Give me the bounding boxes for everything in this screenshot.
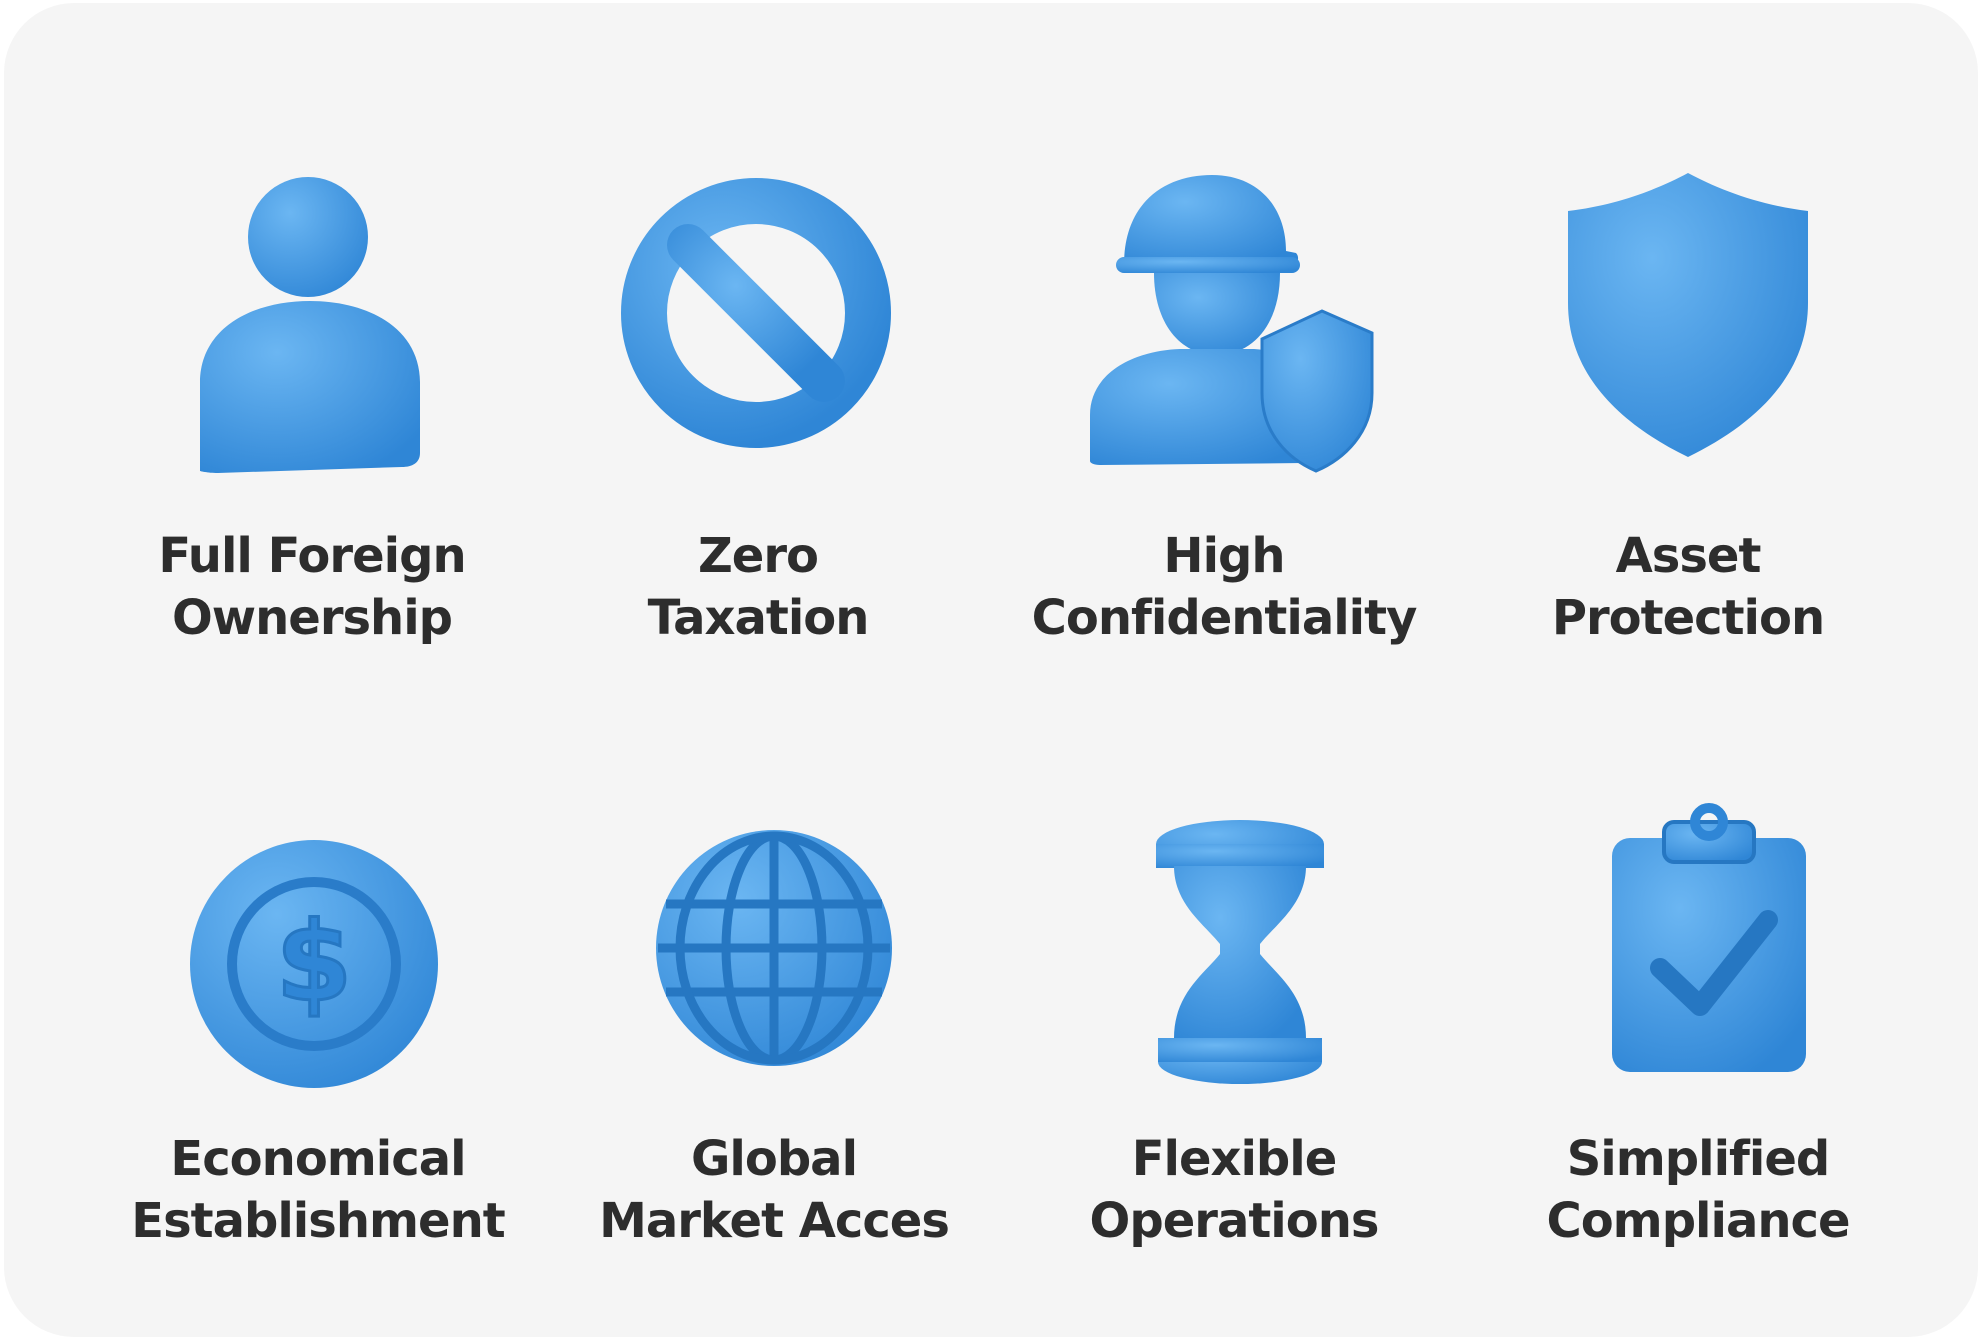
feature-asset-protection: Asset Protection	[1468, 153, 1908, 653]
feature-label-line1: Global	[690, 1131, 858, 1187]
feature-label-line1: Full Foreign	[158, 528, 466, 584]
hourglass-icon	[1156, 820, 1324, 1084]
prohibited-icon	[621, 178, 891, 448]
feature-zero-taxation: Zero Taxation	[538, 153, 978, 653]
feature-label-line2: Compliance	[1546, 1193, 1850, 1249]
feature-label-line2: Establishment	[131, 1193, 505, 1249]
feature-high-confidentiality: High Confidentiality	[1004, 153, 1444, 653]
feature-global-market-access: Global Market Acces	[554, 808, 994, 1308]
person-icon	[200, 177, 420, 473]
feature-label-line1: Flexible	[1131, 1131, 1338, 1187]
feature-label-line1: Asset	[1615, 528, 1762, 584]
svg-text:$: $	[276, 898, 353, 1026]
guard-with-shield-icon	[1090, 175, 1374, 473]
feature-label-line2: Confidentiality	[1031, 590, 1418, 646]
feature-simplified-compliance: Simplified Compliance	[1478, 803, 1918, 1308]
features-card: Full Foreign Ownership Zero Taxation	[4, 3, 1978, 1337]
feature-full-foreign-ownership: Full Foreign Ownership	[92, 153, 532, 653]
dollar-coin-icon: $	[190, 840, 438, 1088]
shield-icon	[1568, 173, 1808, 457]
feature-flexible-operations: Flexible Operations	[1014, 808, 1454, 1308]
feature-label-line2: Operations	[1089, 1193, 1380, 1249]
feature-label-line2: Protection	[1551, 590, 1825, 646]
feature-label-line1: Economical	[170, 1131, 466, 1187]
feature-label-line1: Simplified	[1566, 1131, 1831, 1187]
feature-label-line1: High	[1163, 528, 1285, 584]
feature-label-line2: Market Acces	[599, 1193, 950, 1249]
feature-label-line2: Ownership	[171, 590, 453, 646]
feature-label-line2: Taxation	[647, 590, 870, 646]
feature-economical-establishment: $ Economical Establishment	[98, 808, 538, 1308]
globe-icon	[656, 830, 892, 1066]
clipboard-check-icon	[1612, 803, 1806, 1072]
feature-label-line1: Zero	[697, 528, 819, 584]
